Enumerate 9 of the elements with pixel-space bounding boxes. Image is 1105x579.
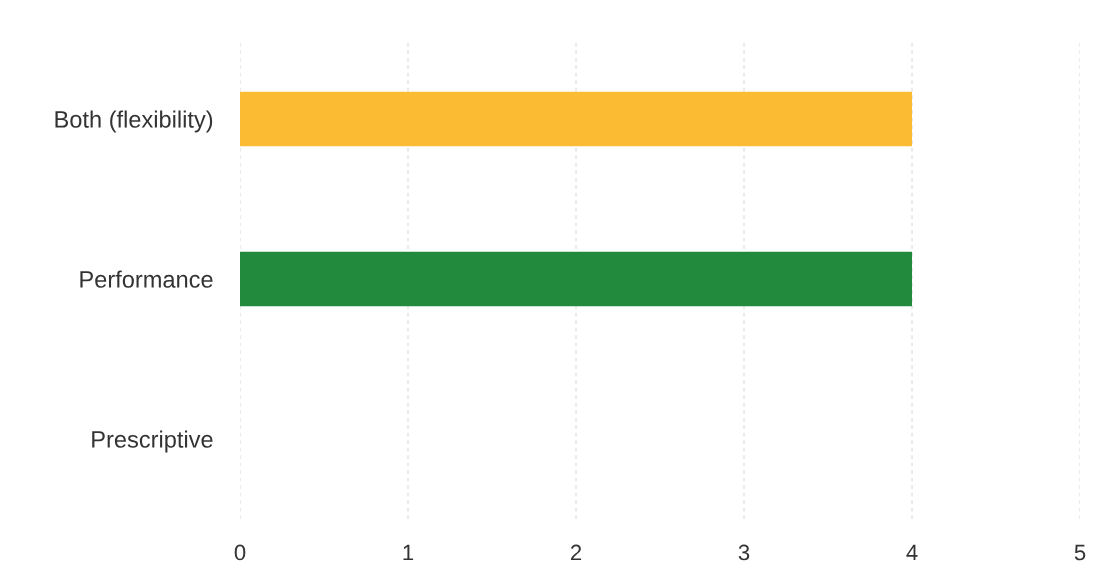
y-tick-label: Both (flexibility) <box>55 110 213 133</box>
y-tick-label: Performance <box>80 270 213 288</box>
x-tick-label: 3 <box>738 544 750 561</box>
x-tick-label: 0 <box>234 544 246 561</box>
x-tick-label: 4 <box>906 544 918 561</box>
x-tick-label: 5 <box>1074 544 1086 561</box>
x-tick-label: 1 <box>403 544 414 561</box>
x-tick-label: 2 <box>570 544 582 561</box>
y-tick-label: Prescriptive <box>92 430 213 453</box>
